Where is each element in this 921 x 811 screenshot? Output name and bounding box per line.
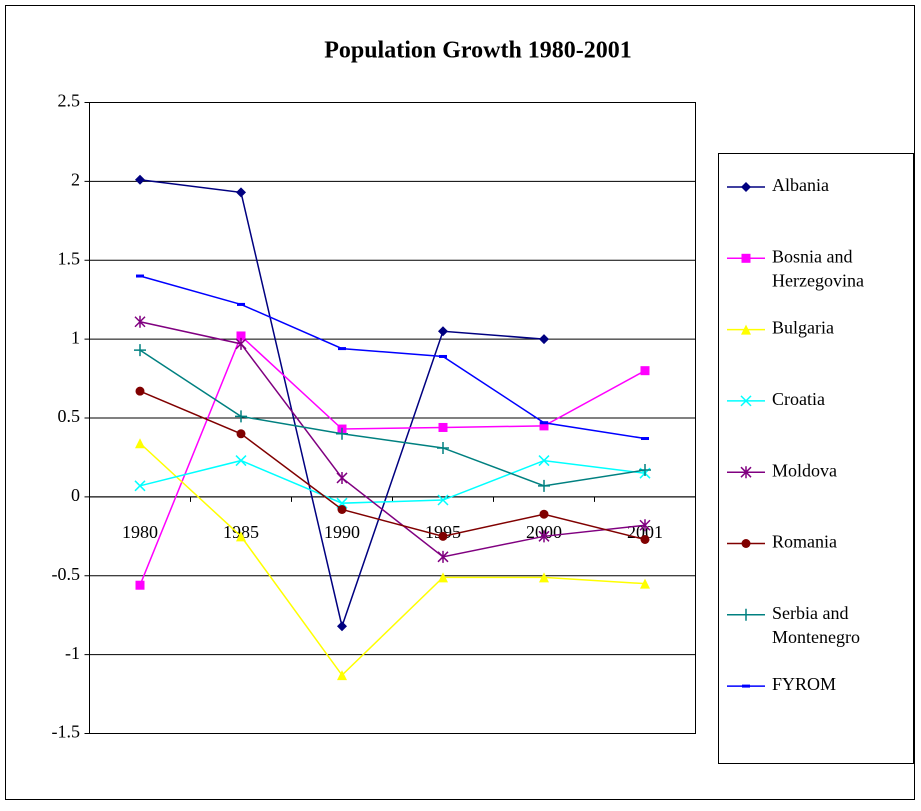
marker: [437, 550, 449, 563]
y-tick-label: 2: [71, 170, 80, 190]
marker: [437, 441, 449, 454]
marker: [640, 578, 650, 589]
legend-label: Romania: [772, 532, 837, 552]
marker: [337, 504, 347, 514]
marker: [438, 326, 448, 337]
legend-label: Croatia: [772, 389, 825, 409]
marker: [336, 427, 348, 440]
y-tick-label: 2.5: [58, 91, 81, 111]
marker: [539, 334, 549, 345]
marker: [539, 509, 549, 519]
series-line: [139, 321, 646, 558]
marker: [135, 386, 145, 396]
marker: [740, 608, 752, 621]
marker: [438, 572, 448, 583]
y-tick-label: 0.5: [58, 406, 81, 426]
marker: [741, 539, 751, 548]
series-line: [139, 275, 646, 440]
legend-label: Bulgaria: [772, 318, 834, 338]
marker: [538, 455, 550, 467]
marker: [135, 580, 145, 590]
marker: [135, 174, 145, 185]
series-line: [139, 459, 646, 504]
marker: [236, 187, 246, 198]
marker: [740, 395, 752, 407]
marker: [639, 519, 651, 532]
marker: [439, 354, 447, 358]
marker: [236, 531, 246, 542]
marker: [742, 684, 750, 688]
marker: [538, 530, 550, 543]
marker: [337, 670, 347, 681]
marker: [136, 274, 144, 278]
x-tick-label: 1990: [324, 522, 360, 542]
y-tick-label: -1.5: [52, 722, 81, 742]
legend-label: Bosnia and Herzegovina: [772, 246, 864, 290]
marker: [236, 429, 246, 439]
marker: [640, 534, 650, 544]
marker: [741, 253, 751, 263]
legend-label: Moldova: [772, 460, 837, 480]
marker: [641, 437, 649, 441]
y-tick-label: -0.5: [52, 564, 81, 584]
marker: [741, 182, 751, 192]
marker: [640, 366, 650, 376]
marker: [741, 324, 751, 335]
marker: [438, 531, 448, 541]
marker: [337, 621, 347, 632]
series-line: [139, 442, 646, 677]
marker: [338, 347, 346, 351]
marker: [236, 331, 246, 341]
y-tick-label: -1: [65, 643, 80, 663]
marker: [538, 479, 550, 492]
chart-title: Population Growth 1980-2001: [324, 38, 632, 64]
series-line: [139, 349, 646, 487]
legend-label: Serbia and Montenegro: [772, 603, 860, 647]
marker: [639, 464, 651, 477]
marker: [237, 302, 245, 306]
y-tick-label: 1.5: [58, 248, 81, 268]
marker: [134, 344, 146, 357]
legend-label: Albania: [772, 175, 829, 195]
marker: [235, 455, 247, 467]
y-tick-label: 1: [71, 327, 80, 347]
legend: [718, 153, 914, 764]
x-tick-label: 1980: [122, 522, 158, 542]
marker: [539, 421, 549, 431]
marker: [134, 480, 146, 492]
series-line: [139, 390, 646, 541]
marker: [437, 494, 449, 506]
marker: [134, 315, 146, 328]
marker: [336, 471, 348, 484]
marker: [740, 466, 752, 479]
marker: [539, 572, 549, 583]
y-tick-label: 0: [71, 485, 80, 505]
marker: [540, 421, 548, 425]
marker: [438, 422, 448, 432]
series-line: [139, 334, 646, 586]
marker: [235, 410, 247, 423]
marker: [135, 438, 145, 449]
legend-label: FYROM: [772, 674, 836, 694]
marker: [235, 337, 247, 350]
